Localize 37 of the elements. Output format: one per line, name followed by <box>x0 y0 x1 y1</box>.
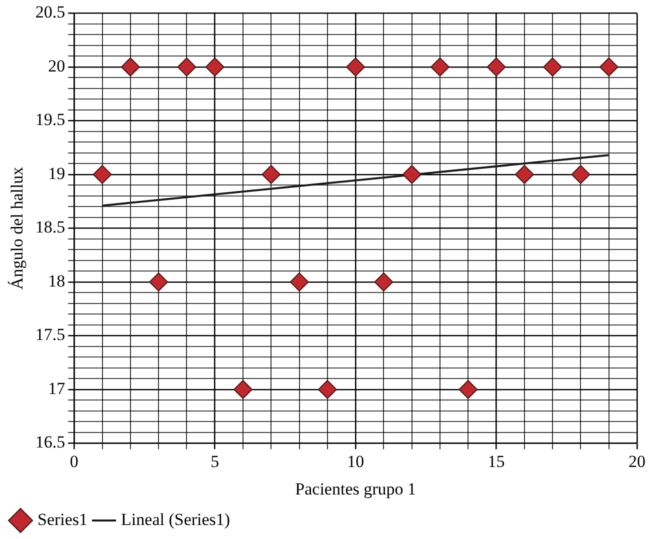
point <box>92 164 112 184</box>
point <box>374 272 394 292</box>
y-tick-label: 19.5 <box>35 110 66 130</box>
y-tick-label: 18.5 <box>35 218 66 237</box>
y-tick-label: 17 <box>48 378 66 398</box>
y-tick-label: 18 <box>48 271 66 290</box>
point <box>458 380 478 399</box>
y-tick-label: 20.5 <box>35 2 66 22</box>
y-tick-label: 20 <box>48 56 66 76</box>
y-tick-label: 17.5 <box>35 325 66 344</box>
point <box>234 380 253 399</box>
point <box>205 57 224 76</box>
point <box>571 164 590 184</box>
x-tick-label: 15 <box>488 452 505 471</box>
legend-label: Series1 <box>38 510 88 529</box>
x-axis-title: Pacientes grupo 1 <box>295 479 416 498</box>
point <box>430 57 450 76</box>
x-tick-label: 0 <box>70 452 78 471</box>
point <box>290 272 309 292</box>
point <box>149 272 168 292</box>
point <box>318 380 337 399</box>
point <box>262 164 281 184</box>
point <box>543 57 562 76</box>
point <box>514 164 534 184</box>
point <box>346 57 366 76</box>
y-axis-title: Ángulo del hallux <box>8 166 27 290</box>
x-tick-label: 10 <box>347 452 364 471</box>
y-tick-label: 16.5 <box>35 432 66 452</box>
point <box>120 57 140 76</box>
point <box>402 164 422 184</box>
x-tick-label: 5 <box>210 452 220 471</box>
legend-label: Lineal (Series1) <box>121 510 230 529</box>
y-tick-label: 19 <box>48 164 66 183</box>
point <box>486 57 506 76</box>
x-tick-label: 20 <box>628 452 646 471</box>
point <box>599 57 618 76</box>
point <box>177 57 196 76</box>
